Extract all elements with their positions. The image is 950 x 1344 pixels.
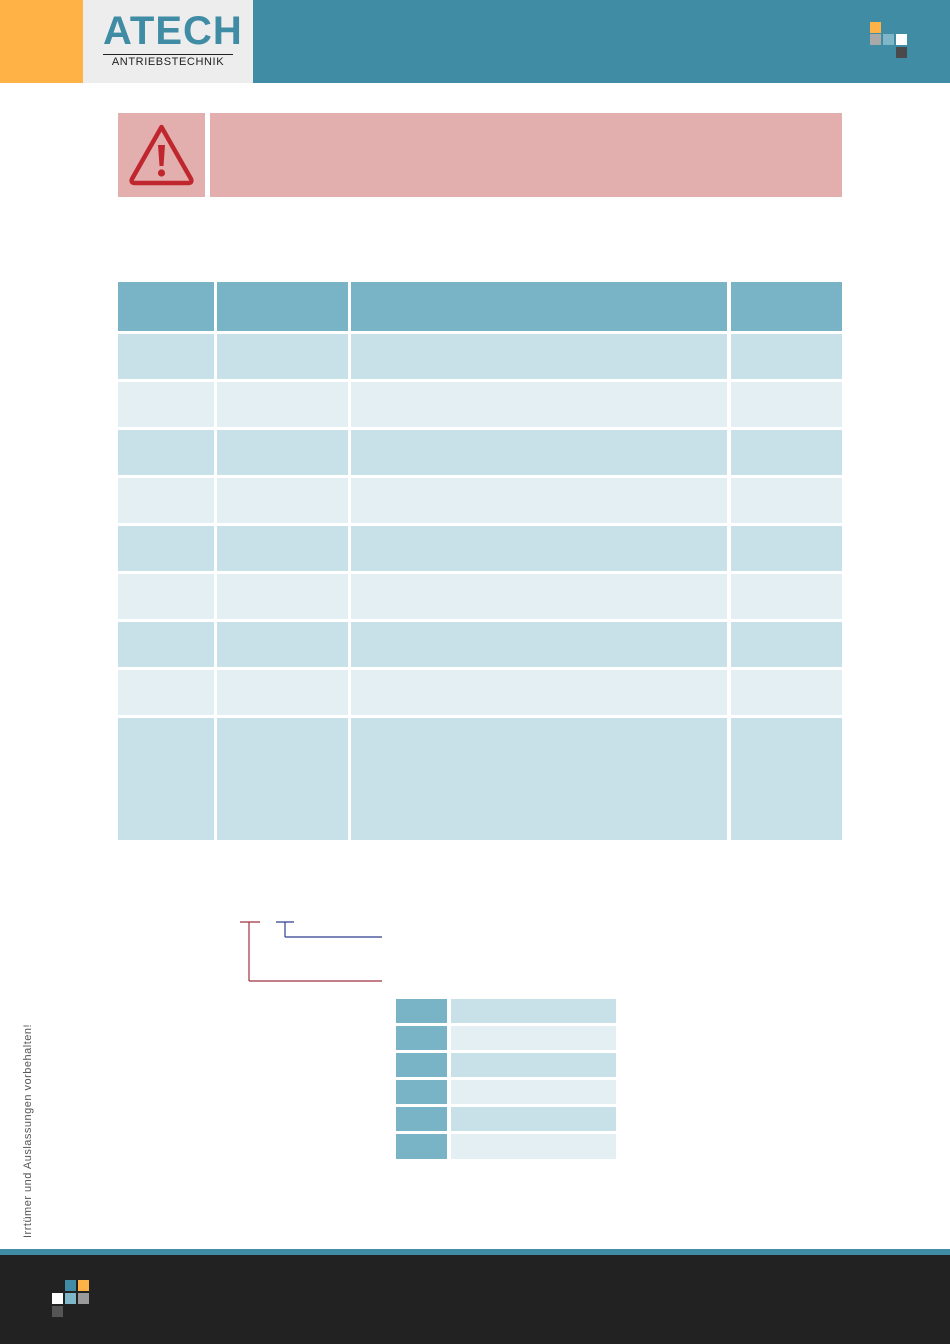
logo-main-text: ATECH [103, 9, 243, 53]
legend-value-cell [451, 1134, 616, 1159]
table-cell [217, 670, 348, 715]
legend-value-cell [451, 1080, 616, 1104]
table-cell [118, 574, 214, 619]
table-cell [217, 382, 348, 427]
table-cell [118, 670, 214, 715]
table-cell [217, 622, 348, 667]
warning-banner [210, 113, 842, 197]
table-cell [731, 574, 842, 619]
table-cell [118, 526, 214, 571]
table-cell [731, 670, 842, 715]
table-header-cell [217, 282, 348, 331]
table-cell [217, 718, 348, 840]
legend-key-cell [396, 1053, 447, 1077]
table-header-cell [731, 282, 842, 331]
table-cell [351, 430, 727, 475]
table-cell [351, 334, 727, 379]
header-accent-block [0, 0, 83, 83]
legend-key-cell [396, 1026, 447, 1050]
warning-icon-box [118, 113, 205, 197]
table-cell [731, 718, 842, 840]
legend-value-cell [451, 999, 616, 1023]
table-cell [351, 718, 727, 840]
table-cell [217, 334, 348, 379]
type-code-legend-lines [240, 921, 382, 982]
brand-squares-icon [870, 22, 907, 58]
logo-panel [83, 0, 253, 83]
logo-sub-text: ANTRIEBSTECHNIK [103, 54, 233, 69]
table-cell [217, 430, 348, 475]
table-cell [731, 622, 842, 667]
brand-squares-icon [52, 1280, 89, 1317]
table-cell [731, 430, 842, 475]
table-cell [351, 574, 727, 619]
footer-accent-line [0, 1249, 950, 1255]
legend-value-cell [451, 1107, 616, 1131]
table-cell [731, 382, 842, 427]
legend-key-cell [396, 1080, 447, 1104]
legend-value-cell [451, 1026, 616, 1050]
legend-key-cell [396, 1134, 447, 1159]
table-cell [351, 622, 727, 667]
table-cell [351, 526, 727, 571]
legend-value-cell [451, 1053, 616, 1077]
table-cell [118, 622, 214, 667]
table-cell [217, 478, 348, 523]
legend-key-cell [396, 1107, 447, 1131]
table-cell [731, 334, 842, 379]
table-cell [351, 478, 727, 523]
disclaimer-text: Irrtümer und Auslassungen vorbehalten! [22, 1023, 34, 1238]
legend-key-cell [396, 999, 447, 1023]
table-header-cell [351, 282, 727, 331]
table-cell [118, 430, 214, 475]
footer-bar [0, 1255, 950, 1344]
table-cell [351, 670, 727, 715]
table-cell [731, 526, 842, 571]
table-cell [118, 718, 214, 840]
table-header-cell [118, 282, 214, 331]
table-cell [351, 382, 727, 427]
table-cell [731, 478, 842, 523]
header-bar [253, 0, 950, 83]
table-cell [118, 334, 214, 379]
table-cell [217, 574, 348, 619]
table-cell [118, 478, 214, 523]
table-cell [217, 526, 348, 571]
warning-triangle-icon [129, 124, 194, 186]
table-cell [118, 382, 214, 427]
